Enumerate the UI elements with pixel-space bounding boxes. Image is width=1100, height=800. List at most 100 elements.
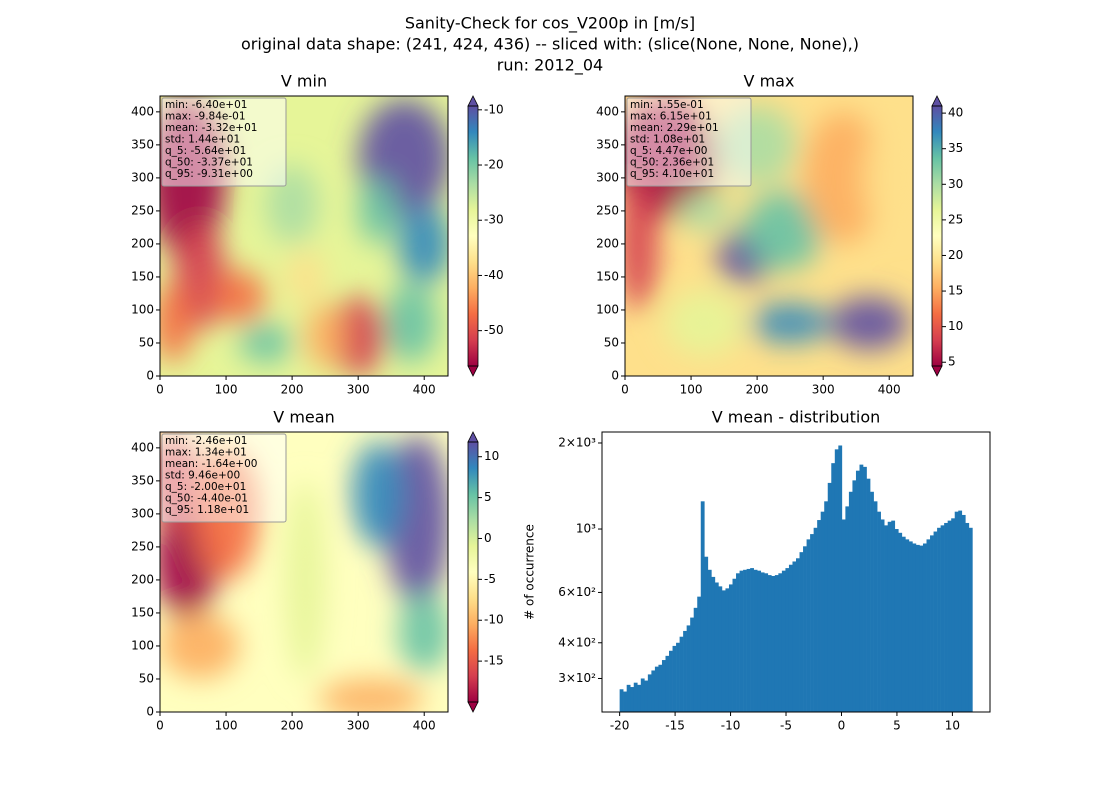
stats-line: q_95: 4.10e+01 [630,168,714,180]
colorbar-frame [931,105,943,367]
histogram-bar [750,568,754,712]
histogram-bar [954,511,959,712]
suptitle: run: 2012_04 [497,56,603,76]
y-tick-label: 2×10³ [558,435,596,449]
y-tick-label: 250 [131,203,154,217]
y-tick-label: 0 [611,369,619,383]
histogram-bar [753,569,758,712]
colorbar-tick-label: -10 [484,613,504,627]
y-tick-label: 350 [596,137,619,151]
histogram-bar [834,449,839,712]
histogram-bar [788,564,793,712]
x-tick-label: 10 [945,719,960,733]
histogram-bar [633,682,638,712]
heatmap-field [625,98,913,357]
histogram-bar [884,525,889,712]
histogram-bar [905,539,910,712]
axes-frame [159,95,449,377]
histogram-bar [880,519,885,712]
histogram-bar [796,558,800,712]
histogram-bar [764,573,769,712]
histogram-bar [732,578,737,712]
histogram-bar [626,684,631,712]
y-axis-label: # of occurrence [523,524,537,620]
stats-line: min: -6.40e+01 [165,99,247,111]
y-tick-label: 300 [131,506,154,520]
x-tick-label: -20 [610,719,630,733]
stats-line: std: 9.46e+00 [165,470,240,482]
colorbar-tick-label: -20 [484,158,504,172]
histogram-bar [891,520,896,712]
axes-frame [159,431,449,713]
histogram-bar [637,684,642,712]
heatmap-region [331,296,385,376]
colorbar-tick-label: 0 [484,531,492,545]
histogram-bar [718,586,723,712]
histogram-bar [669,650,673,712]
x-tick-label: 300 [812,383,835,397]
histogram-bar [619,689,624,712]
histogram-bar [887,521,892,712]
x-tick-label: 300 [347,383,370,397]
stats-line: q_95: 1.18e+01 [165,504,249,516]
histogram-bar [746,568,751,712]
axes-title: V min [281,72,327,91]
histogram-bar [951,518,956,712]
histogram-bar [817,520,821,712]
histogram-bar [827,482,832,712]
heatmap-region [212,270,266,324]
x-tick-label: 0 [621,383,629,397]
colorbar-tick-label: 10 [948,319,963,333]
histogram-bar [736,573,740,712]
heatmap-region [305,303,345,370]
histogram-bar [803,546,807,712]
heatmap-image [160,96,448,376]
colorbar-extend-max [467,95,479,107]
heatmap-region [384,283,438,363]
histogram-bar [926,539,931,712]
heatmap-region [803,111,883,244]
histogram-bar [852,480,857,712]
x-tick-label: 300 [347,719,370,733]
histogram-bar [739,570,744,712]
y-tick-label: 4×10² [558,635,596,649]
heatmap-region [318,678,425,712]
colorbar-extend-min [467,701,479,713]
y-tick-label: 400 [131,440,154,454]
heatmap-region [829,296,910,350]
histogram-bar [781,570,786,712]
heatmap-region [750,303,830,343]
stats-box [161,97,287,187]
histogram-bar [940,525,945,712]
heatmap-region [397,204,448,284]
stats-line: max: 1.34e+01 [165,447,247,459]
stats-line: q_5: 4.47e+00 [630,145,707,157]
heatmap-region [285,250,326,304]
histogram-bar [855,470,860,712]
histogram-bar [686,625,691,712]
histogram-bar [714,582,719,712]
colorbar-tick-label: 30 [948,177,963,191]
histogram-bar [743,569,747,712]
histogram-bar [870,491,874,712]
heatmap-region [862,125,913,231]
histogram-bar [760,572,765,712]
histogram-bar [757,570,762,712]
histogram-bar [859,464,864,712]
stats-line: q_5: -2.00e+01 [165,481,246,493]
colorbar [468,442,478,702]
heatmap-field [160,98,448,376]
heatmap-region [397,593,448,673]
stats-line: mean: -3.32e+01 [165,122,257,134]
colorbar-tick-label: 35 [948,141,963,155]
heatmap-region [160,612,240,679]
histogram-bar [690,617,695,712]
stats-line: q_50: 2.36e+01 [630,157,714,169]
colorbar [932,106,942,366]
histogram-bar [944,522,948,712]
stats-box [626,97,752,187]
histogram-bar [841,519,846,712]
x-tick-label: 400 [413,719,436,733]
